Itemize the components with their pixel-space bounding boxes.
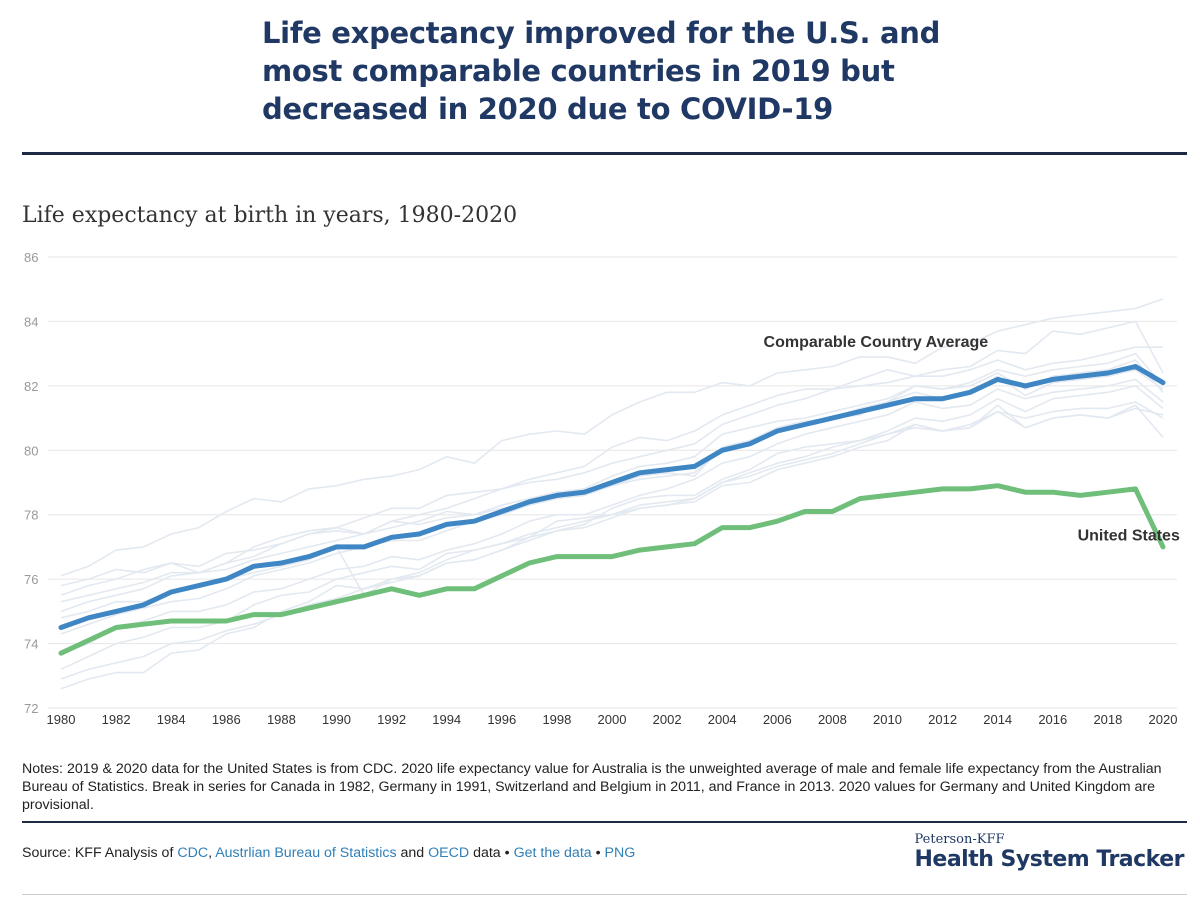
comparable-country-line: [60, 401, 1164, 680]
comparable-country-line: [60, 404, 1164, 690]
x-tick-label: 2018: [1093, 712, 1122, 727]
brand-small-text: Peterson-KFF: [914, 832, 1005, 847]
comparable-country-line: [60, 320, 1164, 587]
chart-title: Life expectancy improved for the U.S. an…: [262, 16, 941, 126]
y-tick-label: 74: [24, 637, 38, 652]
source-prefix: Source: KFF Analysis of: [22, 845, 178, 861]
get-the-data-link[interactable]: Get the data: [513, 845, 592, 861]
bullet-separator: •: [500, 845, 514, 861]
x-axis-ticks: 1980 1982 1984 1986 1988 1990 1992 1994 1996 1998…: [47, 712, 1178, 727]
series-line: [58, 483, 1166, 656]
series-annotations: Comparable Country Average United States: [764, 334, 1180, 544]
x-tick-label: 1992: [377, 712, 406, 727]
x-tick-label: 1990: [322, 712, 351, 727]
x-tick-label: 2004: [708, 712, 737, 727]
y-tick-label: 80: [24, 443, 38, 458]
x-tick-label: 1988: [267, 712, 296, 727]
footer-divider: [22, 894, 1187, 895]
y-tick-label: 76: [24, 572, 38, 587]
y-tick-label: 86: [24, 250, 38, 265]
x-tick-label: 2016: [1038, 712, 1067, 727]
highlighted-series: [58, 364, 1166, 656]
cdc-link[interactable]: CDC: [177, 845, 209, 861]
x-tick-label: 2000: [598, 712, 627, 727]
bullet-separator: •: [591, 845, 605, 861]
x-tick-label: 1994: [432, 712, 461, 727]
x-tick-label: 2020: [1149, 712, 1178, 727]
y-tick-label: 82: [24, 379, 38, 394]
x-tick-label: 2010: [873, 712, 902, 727]
x-tick-label: 1980: [47, 712, 76, 727]
source-data-word: data: [469, 845, 501, 861]
x-tick-label: 2014: [983, 712, 1012, 727]
gridlines: [48, 256, 1177, 709]
x-tick-label: 1986: [212, 712, 241, 727]
y-tick-label: 84: [24, 314, 38, 329]
comparable-country-line: [60, 359, 1164, 635]
x-tick-label: 1984: [157, 712, 186, 727]
comparable-country-line: [60, 352, 1164, 613]
chart-subtitle: Life expectancy at birth in years, 1980-…: [22, 203, 518, 228]
brand-logo[interactable]: Peterson-KFF Health System Tracker: [915, 832, 1185, 872]
x-tick-label: 1982: [102, 712, 131, 727]
abs-link[interactable]: Austrlian Bureau of Statistics: [215, 845, 397, 861]
brand-big-text: Health System Tracker: [914, 847, 1185, 872]
x-tick-label: 2012: [928, 712, 957, 727]
series-annotation: Comparable Country Average: [764, 334, 989, 351]
x-tick-label: 2002: [653, 712, 682, 727]
comparable-country-line: [60, 385, 1164, 671]
png-link[interactable]: PNG: [604, 845, 636, 861]
title-divider: [22, 152, 1187, 155]
source-and: and: [396, 845, 429, 861]
oecd-link[interactable]: OECD: [428, 845, 470, 861]
line-chart: 72 74 76 78 80 82 84 86 1980 1982 1984 1986 1988 199…: [24, 250, 1180, 727]
source-line: Source: KFF Analysis of CDC, Austrlian B…: [22, 845, 635, 861]
comparable-country-line: [60, 298, 1164, 577]
notes-divider: [22, 821, 1187, 823]
chart-notes: Notes: 2019 & 2020 data for the United S…: [22, 761, 1162, 813]
comparable-country-line: [60, 378, 1164, 654]
x-tick-label: 2006: [763, 712, 792, 727]
source-separator: ,: [208, 845, 216, 861]
x-tick-label: 2008: [818, 712, 847, 727]
comparable-country-line: [60, 346, 1163, 597]
series-annotation: United States: [1078, 527, 1180, 544]
y-axis-ticks: 72 74 76 78 80 82 84 86: [24, 250, 38, 716]
comparable-country-line: [60, 407, 1164, 619]
x-tick-label: 1998: [542, 712, 571, 727]
series-line: [58, 364, 1166, 630]
y-tick-label: 78: [24, 508, 38, 523]
y-tick-label: 72: [24, 701, 38, 716]
x-tick-label: 1996: [487, 712, 516, 727]
comparable-country-lines: [60, 298, 1164, 690]
